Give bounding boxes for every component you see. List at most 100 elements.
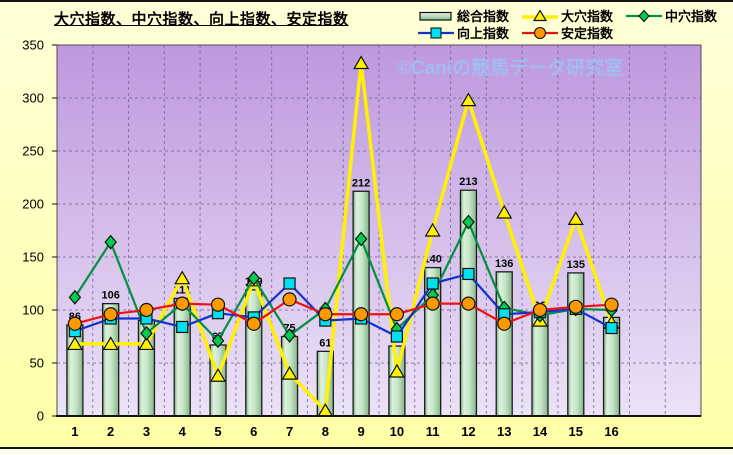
circle-marker (604, 297, 619, 312)
legend-label: 安定指数 (561, 26, 614, 41)
below-strip (0, 449, 733, 455)
square-marker (390, 330, 403, 343)
diamond-marker (104, 234, 117, 250)
legend-row-1: 総合指数 大穴指数 中穴指数 (418, 7, 717, 24)
x-tick-label: 2 (107, 424, 114, 439)
gridlines (57, 45, 701, 416)
triangle-marker (281, 365, 298, 380)
bar-label: 61 (319, 337, 331, 349)
legend-label: 向上指数 (457, 26, 510, 41)
bar-label: 212 (352, 177, 370, 189)
circle-marker (67, 316, 82, 331)
circle-marker (461, 296, 476, 311)
x-tick-label: 7 (286, 424, 293, 439)
legend-bar-icon (419, 11, 452, 21)
legend-diamond-icon (626, 9, 663, 22)
chart-title: 大穴指数、中穴指数、向上指数、安定指数 (54, 11, 349, 28)
y-tick-label: 0 (37, 409, 44, 424)
square-marker (283, 277, 296, 290)
square-marker (605, 321, 618, 335)
circle-marker (282, 292, 297, 307)
triangle-marker (424, 222, 441, 237)
line-series-4 (67, 292, 619, 331)
x-tick-label: 12 (461, 424, 475, 439)
x-tick-label: 3 (143, 424, 150, 439)
circle-marker (497, 316, 512, 331)
bar (173, 297, 191, 417)
x-tick-label: 16 (604, 424, 618, 439)
diamond-marker (462, 214, 475, 230)
square-marker (462, 267, 475, 281)
y-tick-label: 300 (22, 91, 44, 106)
y-tick-label: 200 (22, 197, 44, 212)
series-line (74, 61, 614, 413)
circle-marker (210, 297, 226, 312)
diamond-marker (247, 270, 261, 286)
legend-item-koujou[interactable]: 向上指数 (418, 23, 509, 42)
y-tick-label: 150 (22, 250, 44, 265)
x-tick-label: 8 (322, 424, 329, 439)
circle-marker (389, 307, 404, 322)
diamond-marker (354, 231, 368, 247)
legend-item-antei[interactable]: 安定指数 (522, 23, 613, 42)
triangle-marker (353, 55, 370, 70)
watermark: ©Caniの競馬データ研究室 (397, 56, 623, 79)
bar (245, 289, 263, 417)
legend-item-sougou[interactable]: 総合指数 (418, 6, 509, 25)
circle-marker (139, 302, 154, 318)
bottom-border (0, 447, 733, 449)
circle-marker (532, 302, 548, 318)
circle-marker (425, 296, 440, 311)
x-tick-label: 4 (179, 424, 187, 439)
bar (567, 272, 585, 417)
diamond-marker (68, 289, 82, 305)
legend-label: 中穴指数 (665, 9, 718, 24)
y-tick-label: 100 (22, 303, 44, 318)
series-line (74, 298, 612, 325)
square-marker (426, 277, 439, 290)
x-tick-label: 1 (71, 424, 78, 439)
circle-marker (568, 299, 583, 314)
x-tick-label: 6 (250, 424, 257, 439)
triangle-marker (460, 92, 477, 107)
diamond-marker (140, 325, 153, 341)
series-line (73, 220, 612, 342)
circle-marker (246, 316, 261, 331)
bar (352, 190, 370, 417)
legend-item-chuuana[interactable]: 中穴指数 (626, 6, 717, 25)
x-axis-labels: 1 2 3 4 5 6 7 8 9 10 11 12 13 14 15 16 (71, 424, 619, 439)
x-tick-label: 9 (357, 424, 364, 439)
triangle-marker (496, 204, 513, 219)
legend-row-2: 向上指数 安定指数 (418, 24, 717, 41)
triangle-marker (138, 336, 155, 351)
triangle-marker (567, 211, 584, 225)
legend-square-icon (418, 26, 454, 39)
legend-label: 大穴指数 (561, 9, 614, 24)
x-tick-label: 11 (426, 424, 440, 439)
legend-item-ooana[interactable]: 大穴指数 (522, 6, 613, 25)
x-tick-label: 10 (390, 424, 404, 439)
x-tick-label: 14 (533, 424, 548, 439)
legend-label: 総合指数 (457, 9, 510, 24)
y-tick-label: 350 (22, 38, 44, 53)
x-tick-label: 13 (497, 424, 511, 439)
x-tick-label: 15 (569, 424, 583, 439)
triangle-marker (66, 336, 83, 351)
diamond-marker (283, 328, 296, 343)
triangle-marker (102, 336, 119, 351)
series-line (74, 272, 613, 338)
triangle-marker (388, 363, 405, 378)
square-marker (176, 320, 189, 334)
triangle-marker (209, 368, 227, 382)
x-tick-label: 5 (214, 424, 221, 439)
y-axis-labels: 0 50 100 150 200 250 300 350 (22, 38, 57, 424)
bar-label: 136 (495, 258, 513, 270)
y-tick-label: 50 (30, 356, 44, 371)
circle-marker (103, 307, 118, 322)
bar (531, 313, 549, 417)
circle-marker (354, 307, 369, 322)
circle-marker (318, 307, 333, 322)
bar-label: 135 (567, 259, 585, 271)
